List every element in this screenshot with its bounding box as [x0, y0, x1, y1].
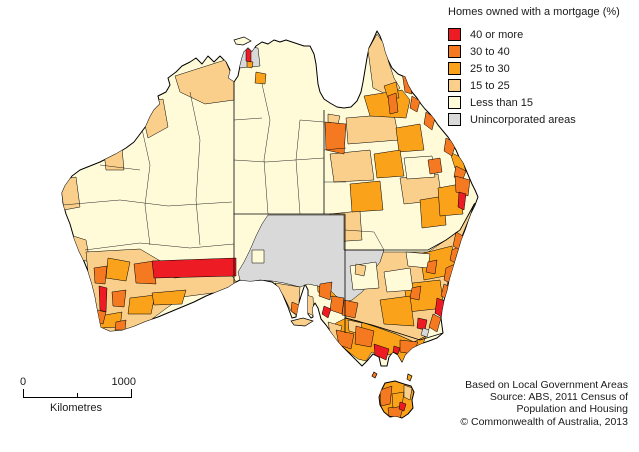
lga-region	[427, 157, 443, 175]
lga-region	[409, 285, 422, 301]
lga-region	[341, 299, 359, 319]
lga-region	[254, 71, 267, 85]
lga-region	[318, 281, 333, 301]
islands	[233, 36, 413, 382]
scale-bar-rule	[23, 389, 132, 398]
lga-region	[379, 385, 393, 407]
legend-swatch-unincorporated	[448, 113, 461, 126]
attribution-line: Population and Housing	[516, 403, 628, 416]
lga-region	[245, 47, 252, 63]
lga-region	[354, 263, 367, 277]
lga-region	[98, 285, 108, 313]
lga-region	[93, 265, 108, 285]
scale-end-label: 1000	[111, 376, 136, 388]
attribution-line: Source: ABS, 2011 Census of	[489, 391, 628, 404]
state-borders	[233, 80, 476, 341]
lga-region	[324, 121, 347, 155]
lga-region	[392, 345, 401, 355]
legend-swatch-less-than-15	[448, 96, 461, 109]
lga-region	[105, 257, 131, 282]
lga-region	[354, 325, 375, 348]
legend-label: 25 to 30	[470, 62, 510, 75]
legend-label: Unincorporated areas	[470, 113, 576, 126]
lga-region	[345, 113, 400, 145]
legend-swatch-40-or-more	[448, 28, 461, 41]
lga-region	[409, 95, 421, 113]
scale-unit-label: Kilometres	[50, 402, 102, 414]
lga-region	[373, 149, 405, 179]
legend-label: Less than 15	[470, 96, 533, 109]
legend-title: Homes owned with a mortgage (%)	[448, 6, 620, 18]
island-kangaroo	[290, 317, 314, 327]
legend-swatch-25-to-30	[448, 62, 461, 75]
legend-item: 40 or more	[448, 26, 636, 43]
lga-region	[302, 293, 315, 317]
legend-item: Less than 15	[448, 94, 636, 111]
lga-region	[449, 151, 467, 173]
lga-region	[151, 289, 187, 306]
lga-region	[428, 313, 442, 333]
lga-region	[395, 123, 425, 153]
lga-region	[251, 249, 265, 264]
legend-item: 30 to 40	[448, 43, 636, 60]
lga-regions	[62, 33, 475, 363]
lga-region	[127, 294, 156, 315]
lga-region	[403, 155, 436, 180]
tasmania	[378, 380, 415, 419]
lga-region	[373, 343, 390, 361]
lga-region	[321, 305, 332, 319]
lga-region	[416, 317, 428, 331]
lga-region	[151, 257, 237, 279]
legend-label: 15 to 25	[470, 79, 510, 92]
attribution-line: Based on Local Government Areas	[465, 379, 628, 391]
lga-region	[379, 295, 415, 327]
legend-item: 15 to 25	[448, 77, 636, 94]
lga-region	[111, 289, 127, 308]
scale-bar: 0 1000 Kilometres	[20, 376, 140, 414]
lga-boundary-lines	[62, 83, 385, 251]
lga-region	[457, 191, 467, 211]
attribution-line: © Commonwealth of Australia, 2013	[460, 415, 628, 428]
lga-region	[349, 180, 384, 213]
legend-item: Unincorporated areas	[448, 111, 636, 128]
legend-swatch-30-to-40	[448, 45, 461, 58]
lga-region	[329, 149, 375, 183]
lga-region-unincorporated	[420, 327, 430, 338]
lga-region	[387, 92, 399, 115]
legend-label: 30 to 40	[470, 45, 510, 58]
island-flinders	[406, 373, 413, 382]
legend-label: 40 or more	[470, 28, 524, 41]
lga-region	[399, 339, 419, 355]
island-melville	[233, 36, 252, 46]
lga-region	[133, 260, 157, 285]
legend: Homes owned with a mortgage (%) 40 or mo…	[448, 6, 636, 128]
attribution: Based on Local Government Areas Source: …	[460, 379, 628, 428]
lga-region-unincorporated	[237, 214, 385, 303]
lga-region	[454, 175, 471, 197]
lga-region	[383, 267, 414, 293]
lga-region	[367, 33, 401, 97]
legend-item: 25 to 30	[448, 60, 636, 77]
lga-region	[398, 401, 407, 412]
scale-start-label: 0	[20, 376, 27, 388]
lga-region	[425, 259, 438, 275]
lga-region	[405, 251, 431, 269]
island-king	[371, 371, 378, 379]
legend-swatch-15-to-25	[448, 79, 461, 92]
